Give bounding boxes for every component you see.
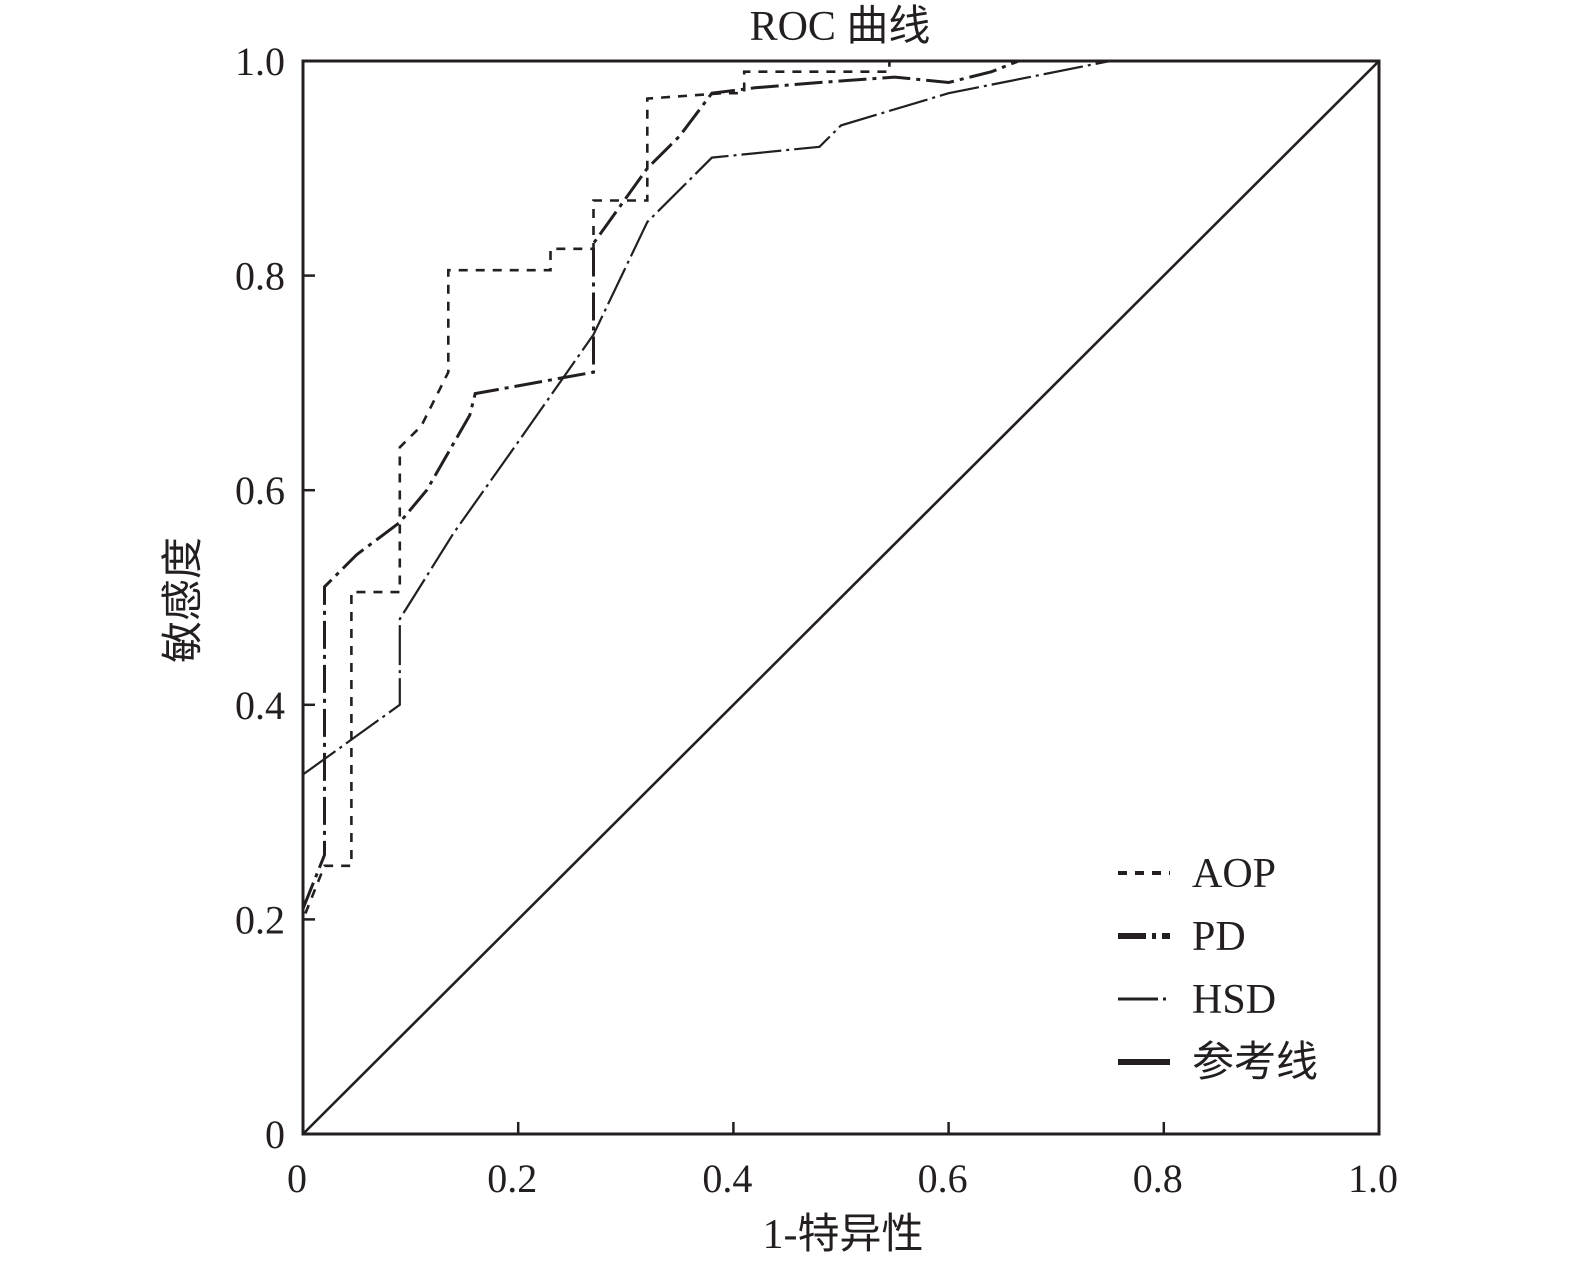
x-tick-label: 0.8: [1133, 1156, 1183, 1201]
series-line-1: [301, 59, 1379, 1134]
y-tick-label: 0.8: [235, 254, 285, 299]
x-axis-title: 1-特异性: [763, 1212, 924, 1258]
y-tick-label: 0.6: [235, 468, 285, 513]
legend-label-3: HSD: [1192, 977, 1276, 1023]
series-layer: [301, 59, 1380, 1135]
x-tick-label: 0: [287, 1156, 307, 1201]
series-line-4: [302, 60, 1380, 1135]
legend-label-2: PD: [1192, 914, 1246, 960]
legend-label-4: 参考线: [1192, 1039, 1318, 1086]
legend-label-1: AOP: [1192, 851, 1276, 897]
x-tick-label: 0.4: [702, 1156, 752, 1201]
chart-title: ROC 曲线: [750, 4, 931, 50]
y-tick-label: 0.2: [235, 897, 285, 942]
y-axis-title: 敏感度: [161, 537, 207, 663]
x-tick-label: 0.2: [487, 1156, 537, 1201]
tick-layer: 0 0.2 0.4 0.6 0.8 1.0 0 0.2 0.4 0.6 0.8 1.0: [235, 39, 1398, 1201]
x-tick-label: 1.0: [1348, 1156, 1398, 1201]
x-tick-label: 0.6: [918, 1156, 968, 1201]
series-line-3: [302, 59, 1379, 776]
plot-frame: [301, 59, 1381, 1136]
y-tick-label: 1.0: [235, 39, 285, 84]
y-tick-label: 0.4: [235, 683, 285, 728]
series-line-2: [301, 59, 1379, 910]
legend: AOP PD HSD 参考线: [1118, 851, 1318, 1086]
y-tick-label: 0: [265, 1112, 285, 1157]
